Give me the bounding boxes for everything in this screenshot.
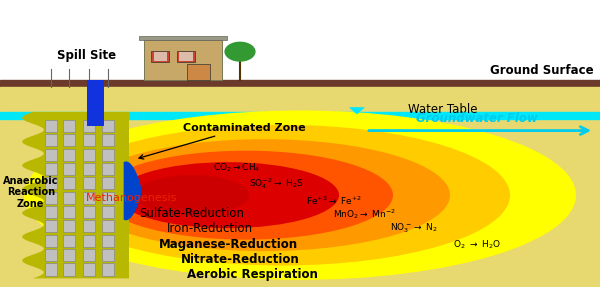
Bar: [45, 206, 57, 218]
Text: Methanogenesis: Methanogenesis: [86, 193, 178, 203]
Bar: [151, 51, 169, 62]
Text: Spill Site: Spill Site: [58, 49, 116, 62]
Bar: [83, 249, 95, 261]
Bar: [83, 235, 95, 247]
Text: Water Table: Water Table: [408, 102, 478, 116]
Bar: [179, 52, 193, 61]
Bar: [63, 220, 75, 232]
Text: Contaminated Zone: Contaminated Zone: [139, 123, 305, 159]
Bar: [45, 149, 57, 161]
Bar: [102, 235, 114, 247]
Text: Sulfate-Reduction: Sulfate-Reduction: [139, 207, 245, 220]
Bar: [83, 220, 95, 232]
Polygon shape: [22, 112, 129, 278]
Bar: [83, 120, 95, 132]
Text: Anaerobic
Reaction
Zone: Anaerobic Reaction Zone: [3, 176, 59, 209]
Bar: [45, 163, 57, 175]
Bar: [63, 120, 75, 132]
Ellipse shape: [224, 42, 256, 62]
Text: Aerobic Respiration: Aerobic Respiration: [187, 267, 317, 281]
Bar: [102, 149, 114, 161]
Bar: [45, 120, 57, 132]
Bar: [0, 80, 600, 87]
Bar: [83, 192, 95, 204]
Bar: [45, 235, 57, 247]
Ellipse shape: [135, 175, 249, 215]
Bar: [187, 64, 210, 80]
Text: CO$_2$$\rightarrow$CH$_4$: CO$_2$$\rightarrow$CH$_4$: [213, 162, 260, 174]
Ellipse shape: [24, 110, 576, 280]
Bar: [63, 263, 75, 276]
Bar: [83, 149, 95, 161]
Text: SO$_4^{-2}$$\rightarrow$ H$_2$S: SO$_4^{-2}$$\rightarrow$ H$_2$S: [249, 176, 304, 191]
Text: Nitrate-Reduction: Nitrate-Reduction: [181, 253, 299, 266]
Text: O$_2$ $\rightarrow$ H$_2$O: O$_2$ $\rightarrow$ H$_2$O: [453, 238, 501, 251]
Text: Maganese-Reduction: Maganese-Reduction: [158, 238, 298, 251]
Text: Fe$^{+3}$$\rightarrow$ Fe$^{+2}$: Fe$^{+3}$$\rightarrow$ Fe$^{+2}$: [306, 195, 362, 207]
Bar: [0, 87, 600, 287]
Bar: [63, 192, 75, 204]
Bar: [0, 112, 600, 119]
Ellipse shape: [78, 139, 450, 251]
Polygon shape: [350, 108, 364, 114]
Bar: [63, 134, 75, 146]
Bar: [63, 249, 75, 261]
Ellipse shape: [54, 125, 510, 265]
Bar: [177, 51, 195, 62]
Text: MnO$_2$$\rightarrow$ Mn$^{-2}$: MnO$_2$$\rightarrow$ Mn$^{-2}$: [333, 207, 396, 221]
Bar: [83, 206, 95, 218]
Bar: [83, 263, 95, 276]
Bar: [144, 40, 222, 80]
Bar: [45, 177, 57, 189]
Text: NO$_3^-$$\rightarrow$ N$_2$: NO$_3^-$$\rightarrow$ N$_2$: [390, 221, 438, 235]
Bar: [45, 192, 57, 204]
Bar: [0, 0, 600, 80]
Bar: [102, 163, 114, 175]
Text: Groundwater Flow: Groundwater Flow: [416, 112, 538, 125]
Polygon shape: [124, 162, 141, 220]
Bar: [154, 52, 167, 61]
Bar: [45, 220, 57, 232]
Bar: [102, 177, 114, 189]
Bar: [102, 134, 114, 146]
Bar: [139, 36, 227, 40]
Bar: [102, 249, 114, 261]
Bar: [63, 149, 75, 161]
Bar: [83, 134, 95, 146]
Bar: [63, 206, 75, 218]
Bar: [83, 177, 95, 189]
Bar: [63, 177, 75, 189]
Text: Iron-Reduction: Iron-Reduction: [167, 222, 253, 235]
Ellipse shape: [99, 151, 393, 240]
Bar: [45, 249, 57, 261]
Bar: [102, 192, 114, 204]
Bar: [63, 163, 75, 175]
Bar: [87, 80, 104, 126]
Bar: [45, 263, 57, 276]
Bar: [45, 134, 57, 146]
Bar: [102, 206, 114, 218]
Bar: [102, 220, 114, 232]
Ellipse shape: [117, 162, 339, 228]
Text: Ground Surface: Ground Surface: [490, 65, 594, 77]
Bar: [63, 235, 75, 247]
Bar: [83, 163, 95, 175]
Bar: [102, 120, 114, 132]
Bar: [102, 263, 114, 276]
